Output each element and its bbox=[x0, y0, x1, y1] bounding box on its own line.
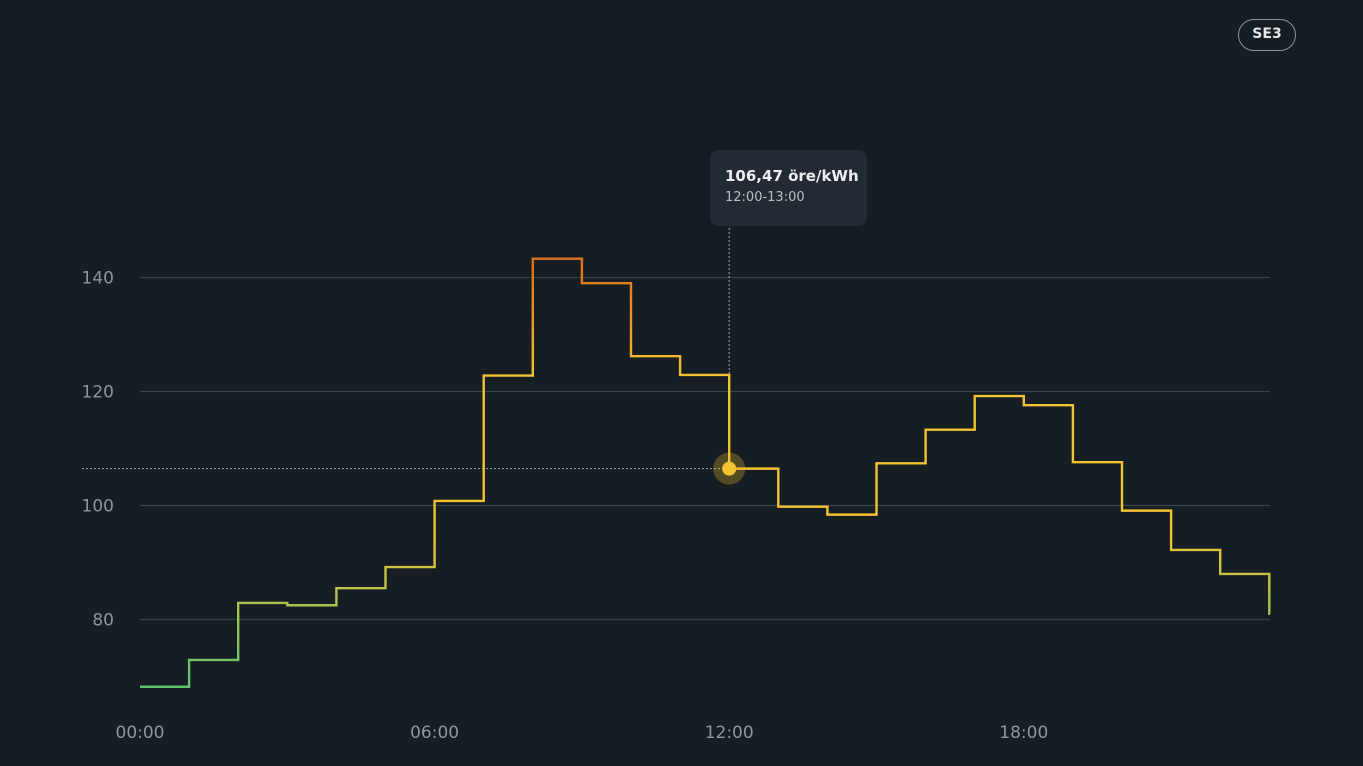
x-tick-label-1800: 18:00 bbox=[999, 723, 1048, 743]
x-tick-label-0000: 00:00 bbox=[116, 723, 165, 743]
tooltip-price-value: 106,47 öre/kWh bbox=[725, 167, 859, 185]
x-tick-label-1200: 12:00 bbox=[705, 723, 754, 743]
price-series bbox=[140, 257, 1271, 688]
y-tick-label-100: 100 bbox=[82, 497, 114, 517]
zone-selector-button[interactable]: SE3 bbox=[1238, 19, 1296, 51]
price-tooltip: 106,47 öre/kWh 12:00-13:00 bbox=[710, 150, 867, 226]
x-axis-ticks: 00:00 06:00 12:00 18:00 bbox=[116, 723, 1049, 743]
y-axis-ticks: 80 100 120 140 bbox=[82, 269, 114, 631]
hover-marker-dot[interactable] bbox=[722, 461, 737, 476]
tooltip-time-range: 12:00-13:00 bbox=[725, 190, 805, 205]
grid-lines bbox=[140, 276, 1270, 621]
price-step-line bbox=[140, 257, 1271, 688]
x-tick-label-0600: 06:00 bbox=[410, 723, 459, 743]
y-tick-label-120: 120 bbox=[82, 383, 114, 403]
hover-marker[interactable] bbox=[713, 452, 746, 485]
y-tick-label-80: 80 bbox=[92, 611, 114, 631]
y-tick-label-140: 140 bbox=[82, 269, 114, 289]
